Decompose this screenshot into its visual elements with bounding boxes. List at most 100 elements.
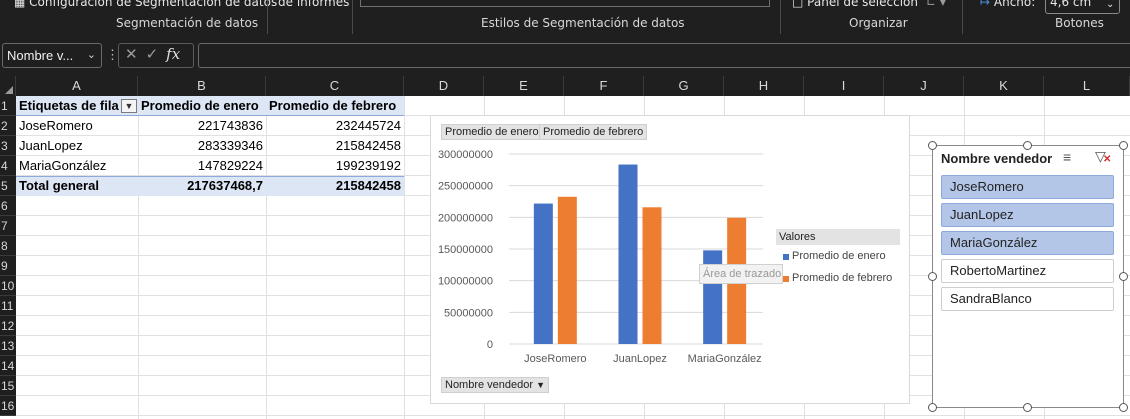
slicer-item[interactable]: SandraBlanco — [941, 287, 1114, 311]
row-header[interactable]: 14 — [0, 356, 16, 376]
pivot-cell-febrero[interactable]: 215842458 — [335, 138, 401, 153]
bar-febrero — [557, 196, 577, 344]
resize-handle[interactable] — [1023, 141, 1032, 150]
resize-handle[interactable] — [1119, 141, 1128, 150]
row-header[interactable]: 5 — [0, 176, 16, 196]
column-header-c[interactable]: C — [266, 76, 404, 96]
gridline — [404, 96, 405, 419]
resize-handle[interactable] — [1023, 403, 1032, 412]
row-header[interactable]: 15 — [0, 376, 16, 396]
row-header[interactable]: 10 — [0, 276, 16, 296]
row-labels-filter-button[interactable]: ▼ — [121, 99, 137, 113]
column-header-l[interactable]: L — [1044, 76, 1130, 96]
column-header-b[interactable]: B — [138, 76, 266, 96]
pivot-total-label[interactable]: Total general — [19, 178, 99, 193]
row-header[interactable]: 3 — [0, 136, 16, 156]
column-header-i[interactable]: I — [804, 76, 884, 96]
pivot-cell-enero[interactable]: 147829224 — [197, 158, 263, 173]
clear-filter-icon[interactable]: ▽ ✕ — [1095, 148, 1112, 165]
chevron-down-icon[interactable]: ⌄ — [86, 49, 96, 61]
check-icon[interactable]: ✓ — [145, 46, 159, 63]
group-organizar-label: Organizar — [849, 16, 908, 30]
row-header[interactable]: 1 — [0, 96, 16, 116]
y-tick-label: 150000000 — [438, 244, 493, 256]
row-header[interactable]: 9 — [0, 256, 16, 276]
row-header[interactable]: 8 — [0, 236, 16, 256]
row-header[interactable]: 16 — [0, 396, 16, 416]
spinner-icon[interactable]: ⌄ — [1106, 0, 1115, 10]
slicer-item[interactable]: JuanLopez — [941, 203, 1114, 227]
column-header-k[interactable]: K — [964, 76, 1044, 96]
group-segmentacion-label: Segmentación de datos — [116, 16, 259, 30]
pivot-cell-febrero[interactable]: 199239192 — [335, 158, 401, 173]
column-header-e[interactable]: E — [484, 76, 564, 96]
column-header-d[interactable]: D — [404, 76, 484, 96]
slicer-panel[interactable]: Nombre vendedor ≡ ▽ ✕ JoseRomero JuanLope… — [932, 145, 1124, 408]
legend-item-febrero[interactable]: Promedio de febrero — [783, 272, 892, 284]
axis-field-button[interactable]: Nombre vendedor ▼ — [441, 377, 550, 393]
slicer-styles-gallery[interactable] — [360, 0, 770, 7]
slicer-title: Nombre vendedor — [941, 151, 1053, 166]
rotate-icon[interactable]: ∟ ▾ — [926, 0, 946, 9]
legend-item-enero[interactable]: Promedio de enero — [783, 250, 886, 262]
column-header-a[interactable]: A — [16, 76, 138, 96]
pivot-total-febrero[interactable]: 215842458 — [335, 178, 401, 193]
pivot-cell-enero[interactable]: 283339346 — [197, 138, 263, 153]
bar-enero — [533, 203, 553, 344]
legend-label-enero: Promedio de enero — [792, 250, 886, 262]
pivot-header-enero[interactable]: Promedio de enero — [141, 98, 259, 113]
legend-label-febrero: Promedio de febrero — [792, 272, 893, 284]
selection-pane-button[interactable]: □ Panel de selección — [792, 0, 918, 9]
formula-actions: ✕ ✓ fx — [118, 43, 194, 68]
resize-handle[interactable] — [928, 272, 937, 281]
more-options-icon[interactable]: ⋮ — [106, 47, 119, 62]
slicer-item[interactable]: RobertoMartinez — [941, 259, 1114, 283]
pivot-row-label[interactable]: JoseRomero — [19, 118, 93, 133]
row-header[interactable]: 4 — [0, 156, 16, 176]
pivot-cell-febrero[interactable]: 232445724 — [335, 118, 401, 133]
pivot-cell-enero[interactable]: 221743836 — [197, 118, 263, 133]
insert-function-icon[interactable]: fx — [166, 45, 181, 63]
resize-handle[interactable] — [1119, 403, 1128, 412]
multi-select-icon[interactable]: ≡ — [1063, 149, 1072, 165]
resize-handle[interactable] — [928, 403, 937, 412]
width-input[interactable]: 4,6 cm ⌄ — [1045, 0, 1120, 14]
slicer-item[interactable]: JoseRomero — [941, 175, 1114, 199]
row-header[interactable]: 12 — [0, 316, 16, 336]
slicer-item[interactable]: MariaGonzález — [941, 231, 1114, 255]
axis-field-label: Nombre vendedor — [445, 379, 534, 391]
column-header-f[interactable]: F — [564, 76, 644, 96]
chart-plot[interactable]: 300000000 250000000 200000000 150000000 1000… — [431, 116, 909, 403]
report-connections-button[interactable]: de informes — [278, 0, 350, 9]
pivot-header-febrero[interactable]: Promedio de febrero — [269, 98, 397, 113]
value-field-button-febrero[interactable]: Promedio de febrero — [539, 124, 648, 140]
column-header-j[interactable]: J — [884, 76, 964, 96]
row-header[interactable]: 2 — [0, 116, 16, 136]
select-all-corner[interactable] — [0, 76, 16, 96]
ribbon-separator — [352, 0, 353, 34]
selection-pane-label: Panel de selección — [807, 0, 918, 9]
formula-input[interactable] — [198, 43, 1130, 68]
pivot-row-label[interactable]: MariaGonzález — [19, 158, 107, 173]
resize-handle[interactable] — [1119, 272, 1128, 281]
pivot-header-row-labels[interactable]: Etiquetas de fila — [19, 98, 119, 113]
row-header[interactable]: 7 — [0, 216, 16, 236]
row-header[interactable]: 11 — [0, 296, 16, 316]
row-header[interactable]: 6 — [0, 196, 16, 216]
gridline — [266, 96, 267, 419]
slicer-settings-button[interactable]: ▦ Configuración de Segmentación de datos — [14, 0, 277, 9]
pivot-total-enero[interactable]: 217637468,7 — [187, 178, 263, 193]
value-field-button-enero[interactable]: Promedio de enero — [441, 124, 543, 140]
column-header-h[interactable]: H — [724, 76, 804, 96]
pivot-total-row — [16, 176, 404, 196]
pivot-chart[interactable]: Promedio de enero Promedio de febrero 30… — [430, 115, 910, 404]
legend-title[interactable]: Valores — [776, 229, 900, 245]
column-header-g[interactable]: G — [644, 76, 724, 96]
resize-handle[interactable] — [928, 141, 937, 150]
row-header[interactable]: 13 — [0, 336, 16, 356]
cancel-icon[interactable]: ✕ — [125, 46, 138, 63]
pivot-header-row — [16, 96, 404, 116]
name-box[interactable]: Nombre v... ⌄ — [2, 43, 102, 68]
legend-swatch-enero — [783, 254, 789, 260]
pivot-row-label[interactable]: JuanLopez — [19, 138, 83, 153]
